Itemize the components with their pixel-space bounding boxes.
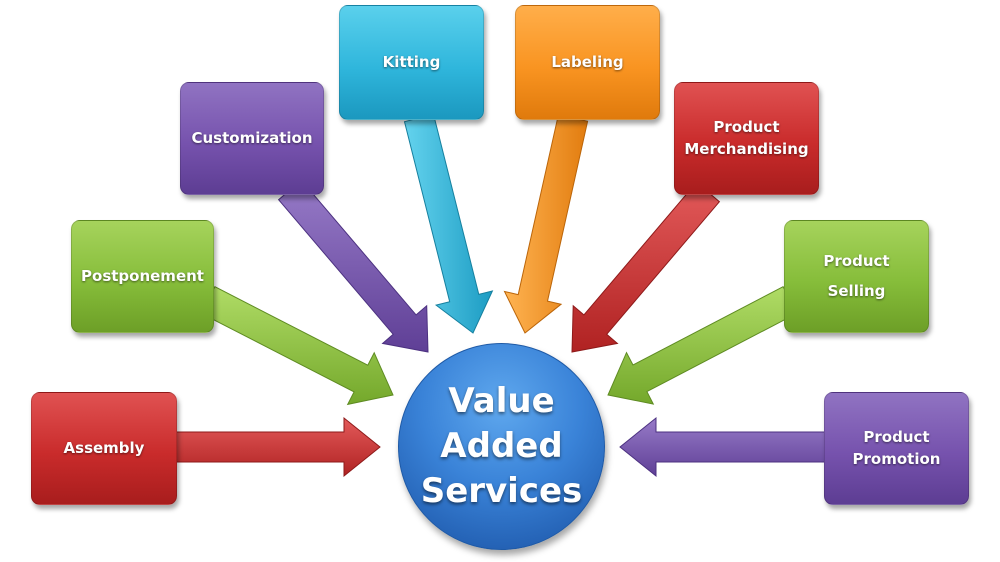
promotion-arrow <box>619 416 829 478</box>
product-merchandising-box: Product Merchandising <box>674 82 819 195</box>
assembly-arrow <box>171 416 381 478</box>
customization-box: Customization <box>180 82 324 195</box>
assembly-label: Assembly <box>63 438 145 457</box>
center-label-line1: Value <box>448 381 555 422</box>
merchandising-arrow <box>571 181 721 353</box>
product-promotion-box: Product Promotion <box>824 392 969 505</box>
product-promotion-label-line2: Promotion <box>852 449 941 468</box>
labeling-label: Labeling <box>551 53 624 71</box>
product-selling-box: Product Selling <box>784 220 929 333</box>
labeling-box: Labeling <box>515 5 660 120</box>
selling-arrow <box>607 286 798 405</box>
product-promotion-label-line1: Product <box>863 427 930 446</box>
postponement-box: Postponement <box>71 220 214 333</box>
center-label-line3: Services <box>420 470 583 511</box>
product-merchandising-label-line2: Merchandising <box>684 139 809 158</box>
kitting-arrow <box>403 113 494 334</box>
value-added-services-circle: Value Added Services <box>398 343 605 550</box>
product-selling-label-line1: Product <box>823 251 890 270</box>
kitting-box: Kitting <box>339 5 484 120</box>
center-label-line2: Added <box>440 426 563 467</box>
customization-arrow <box>277 179 429 353</box>
kitting-label: Kitting <box>382 53 441 71</box>
postponement-label: Postponement <box>81 266 204 285</box>
labeling-arrow <box>503 114 589 334</box>
assembly-box: Assembly <box>31 392 177 505</box>
product-selling-label-line2: Selling <box>827 281 886 300</box>
customization-label: Customization <box>191 128 313 147</box>
product-merchandising-label-line1: Product <box>713 117 780 136</box>
postponement-arrow <box>200 286 394 406</box>
